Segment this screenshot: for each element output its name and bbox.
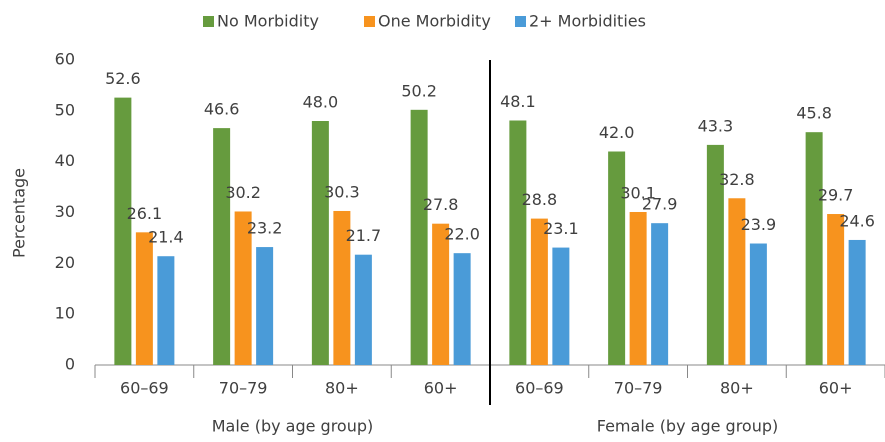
data-label: 22.0 — [444, 225, 480, 244]
y-tick-label: 30 — [55, 202, 75, 221]
bar — [608, 151, 626, 365]
legend-label: One Morbidity — [378, 12, 491, 31]
data-label: 24.6 — [839, 211, 875, 230]
y-tick-label: 40 — [55, 151, 75, 170]
y-tick-label: 50 — [55, 100, 75, 119]
data-label: 23.1 — [543, 219, 579, 238]
bar — [432, 223, 450, 365]
bar — [213, 128, 231, 365]
data-label: 52.6 — [105, 69, 141, 88]
group-label: Female (by age group) — [597, 417, 779, 436]
y-tick-label: 0 — [65, 355, 75, 374]
legend-swatch — [364, 16, 375, 27]
bar — [651, 223, 669, 365]
bar — [333, 210, 351, 365]
bar — [311, 121, 329, 365]
data-label: 50.2 — [401, 81, 437, 100]
y-tick-label: 10 — [55, 304, 75, 323]
legend-label: No Morbidity — [217, 12, 319, 31]
group-label: Male (by age group) — [212, 417, 374, 436]
data-label: 43.3 — [698, 116, 734, 135]
legend-swatch — [203, 16, 214, 27]
legend-label: 2+ Morbidities — [529, 12, 646, 31]
bar — [135, 232, 153, 365]
x-tick-label: 70–79 — [219, 379, 268, 398]
data-label: 27.9 — [642, 195, 678, 214]
x-tick-label: 60–69 — [120, 379, 169, 398]
bar — [114, 97, 132, 365]
bar — [848, 239, 866, 365]
y-axis-title: Percentage — [10, 168, 29, 258]
bar — [453, 253, 471, 365]
data-label: 27.8 — [423, 195, 459, 214]
bar — [706, 144, 724, 365]
bar — [728, 198, 746, 365]
bar — [157, 256, 175, 365]
data-label: 23.2 — [247, 219, 283, 238]
data-label: 30.3 — [324, 182, 360, 201]
data-label: 30.1 — [620, 183, 656, 202]
bar — [805, 132, 823, 365]
data-label: 42.0 — [599, 123, 635, 142]
data-label: 48.0 — [303, 93, 339, 112]
data-label: 46.6 — [204, 100, 240, 119]
bar — [354, 254, 372, 365]
legend-swatch — [515, 16, 526, 27]
x-tick-label: 80+ — [720, 379, 754, 398]
bar — [749, 243, 767, 365]
bar — [234, 211, 252, 365]
bar — [530, 218, 548, 365]
x-tick-label: 80+ — [325, 379, 359, 398]
bar — [629, 211, 647, 365]
data-label: 45.8 — [796, 104, 832, 123]
bar — [256, 247, 274, 365]
x-tick-label: 60+ — [819, 379, 853, 398]
data-label: 26.1 — [127, 204, 163, 223]
data-label: 48.1 — [500, 92, 536, 111]
x-tick-label: 60+ — [424, 379, 458, 398]
y-tick-label: 20 — [55, 253, 75, 272]
y-tick-label: 60 — [55, 50, 75, 69]
data-label: 32.8 — [719, 170, 755, 189]
bar — [827, 214, 845, 365]
data-label: 23.9 — [741, 215, 777, 234]
data-label: 21.4 — [148, 228, 184, 247]
bar — [509, 120, 527, 365]
x-tick-label: 60–69 — [515, 379, 564, 398]
bar — [410, 109, 428, 365]
x-tick-label: 70–79 — [614, 379, 663, 398]
data-label: 21.7 — [346, 226, 382, 245]
data-label: 30.2 — [225, 183, 261, 202]
bar — [552, 247, 570, 365]
data-label: 29.7 — [818, 186, 854, 205]
data-label: 28.8 — [522, 190, 558, 209]
